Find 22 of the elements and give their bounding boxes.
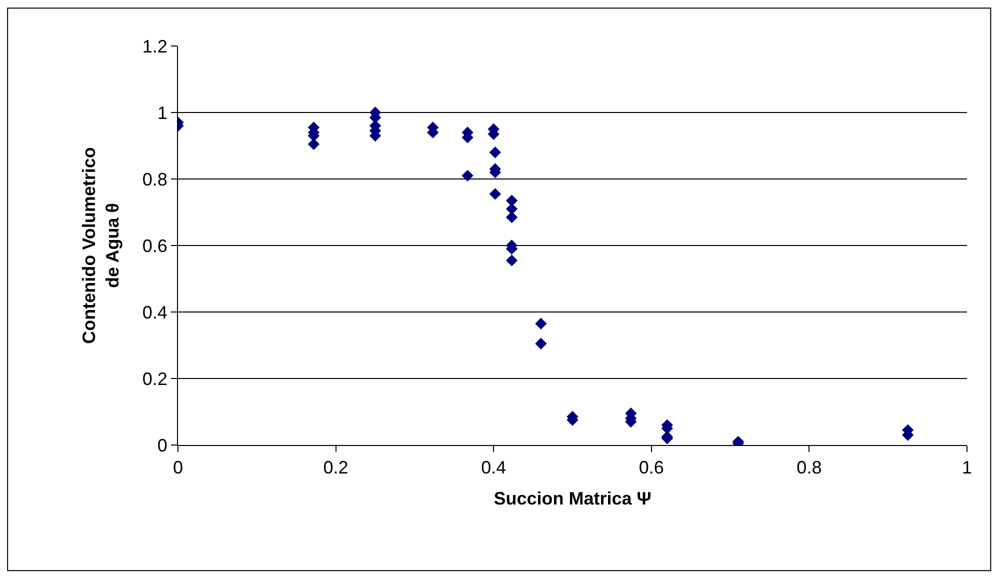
y-axis-title: Contenido Volumetrico de Agua θ	[79, 147, 123, 344]
y-tick-label: 1.2	[142, 36, 168, 56]
y-tick-label: 0.8	[142, 169, 168, 190]
y-tick-label: 0.6	[142, 236, 168, 256]
x-tick-label: 0	[172, 458, 184, 478]
y-tick-label: 1	[157, 102, 168, 123]
point	[462, 170, 474, 182]
point	[535, 318, 547, 330]
y-tick-label: 0.2	[142, 368, 168, 389]
x-axis-title: Succion Matrica Ψ	[494, 488, 652, 509]
y-tick-label: 0	[157, 435, 168, 456]
point	[308, 138, 320, 150]
y-tick-label: 0.4	[142, 302, 168, 322]
point	[506, 254, 518, 266]
x-tick-label: 0.2	[323, 458, 348, 478]
point	[489, 146, 502, 158]
x-tick-label: 0.4	[481, 458, 506, 478]
x-tick-label: 0.8	[796, 458, 822, 478]
x-tick-label: 0.6	[638, 458, 664, 478]
point	[489, 188, 502, 200]
point	[535, 338, 547, 350]
x-tick-label: 1	[962, 458, 972, 478]
